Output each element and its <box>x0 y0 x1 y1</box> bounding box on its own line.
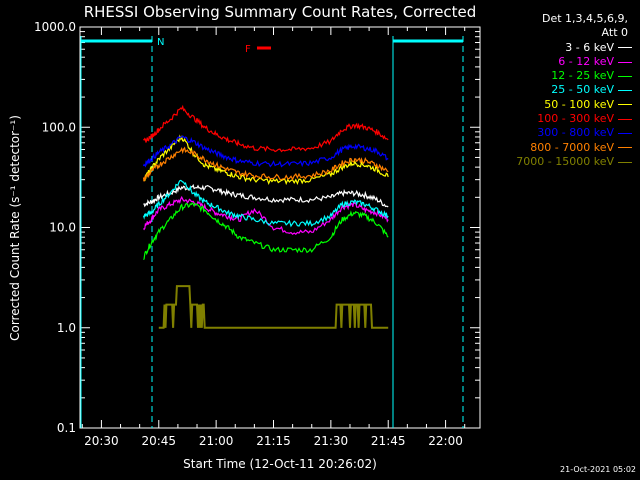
x-tick-label-3: 21:15 <box>256 434 291 448</box>
x-tick-label-4: 21:30 <box>314 434 349 448</box>
series-lines <box>142 104 389 329</box>
x-tick-label-1: 20:45 <box>141 434 176 448</box>
legend: Det 1,3,4,5,6,9, Att 0 3 - 6 keV 6 - 12 k… <box>482 12 632 169</box>
legend-swatch <box>618 147 632 149</box>
legend-swatch <box>618 133 632 135</box>
x-axis-label: Start Time (12-Oct-11 20:26:02) <box>183 457 377 471</box>
legend-header-attenuator: Att 0 <box>601 26 628 40</box>
x-tick-label-0: 20:30 <box>84 434 119 448</box>
y-tick-label-4: 1000.0 <box>34 20 76 34</box>
legend-swatch <box>618 47 632 49</box>
legend-label: 300 - 800 keV <box>537 126 614 140</box>
legend-label: 12 - 25 keV <box>551 69 614 83</box>
legend-item: 800 - 7000 keV <box>482 141 632 155</box>
chart-title: RHESSI Observing Summary Count Rates, Co… <box>84 3 477 21</box>
x-tick-label-2: 21:00 <box>199 434 234 448</box>
legend-entries: 3 - 6 keV 6 - 12 keV 12 - 25 keV 25 - 50 ke… <box>482 41 632 170</box>
legend-swatch <box>618 75 632 77</box>
series-800-7000-kev <box>142 146 389 182</box>
timestamp: 21-Oct-2021 05:02 <box>560 465 636 474</box>
series-100-300-kev <box>143 104 389 153</box>
legend-item: 7000 - 15000 keV <box>482 155 632 169</box>
flare-marker-label: F <box>245 44 251 55</box>
legend-label: 100 - 300 keV <box>537 112 614 126</box>
legend-item: 12 - 25 keV <box>482 69 632 83</box>
night-marker-label: N <box>157 37 164 48</box>
series-300-800-kev <box>142 135 389 168</box>
legend-label: 25 - 50 keV <box>551 83 614 97</box>
legend-label: 800 - 7000 keV <box>530 140 614 154</box>
legend-swatch <box>618 90 632 92</box>
y-tick-label-1: 1.0 <box>57 321 76 335</box>
legend-swatch <box>618 61 632 63</box>
legend-label: 6 - 12 keV <box>558 54 614 68</box>
legend-item: 50 - 100 keV <box>482 98 632 112</box>
plot-frame <box>79 26 481 429</box>
y-tick-label-3: 100.0 <box>42 120 76 134</box>
legend-swatch <box>618 118 632 120</box>
legend-item: 300 - 800 keV <box>482 126 632 140</box>
legend-swatch <box>618 104 632 106</box>
legend-item: 25 - 50 keV <box>482 83 632 97</box>
y-axis-label: Corrected Count Rate (s⁻¹ detector⁻¹) <box>8 115 22 341</box>
legend-label: 50 - 100 keV <box>544 97 614 111</box>
series-7000-15000-kev <box>158 285 389 329</box>
y-tick-label-0: 0.1 <box>57 421 76 435</box>
y-tick-label-2: 10.0 <box>49 221 76 235</box>
legend-header-detectors: Det 1,3,4,5,6,9, <box>541 12 628 25</box>
axis-ticks: 20:30 20:45 21:00 21:15 21:30 21:45 22:00 0.1 1.… <box>34 20 480 448</box>
series-25-50-kev <box>142 179 389 228</box>
legend-label: 3 - 6 keV <box>565 40 614 54</box>
x-tick-label-5: 21:45 <box>371 434 406 448</box>
legend-item: 3 - 6 keV <box>482 41 632 55</box>
legend-label: 7000 - 15000 keV <box>516 154 614 168</box>
x-tick-label-6: 22:00 <box>428 434 463 448</box>
legend-item: 6 - 12 keV <box>482 55 632 69</box>
series-6-12-kev <box>143 195 389 236</box>
overlay-markers: NF <box>80 36 464 428</box>
series-12-25-kev <box>143 201 389 260</box>
legend-item: 100 - 300 keV <box>482 112 632 126</box>
legend-swatch <box>618 161 632 163</box>
series-3-6-kev <box>143 183 389 208</box>
